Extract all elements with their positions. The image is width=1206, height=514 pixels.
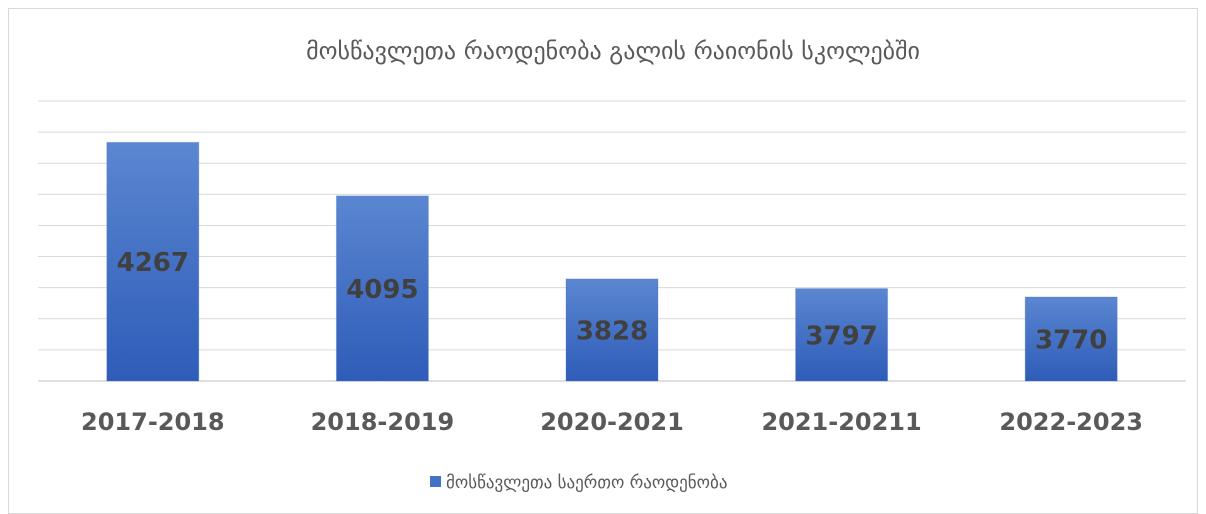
x-tick-label: 2017-2018 bbox=[81, 408, 225, 436]
x-tick-label: 2022-2023 bbox=[999, 408, 1143, 436]
bar bbox=[335, 195, 429, 382]
x-tick-label: 2021-20211 bbox=[761, 408, 921, 436]
data-label: 3770 bbox=[1035, 326, 1107, 356]
chart-title: მოსწავლეთა რაოდენობა გალის რაიონის სკოლე… bbox=[306, 37, 920, 65]
x-tick-label: 2020-2021 bbox=[540, 408, 684, 436]
bar bbox=[565, 278, 659, 382]
bar bbox=[106, 141, 200, 382]
bar bbox=[795, 288, 889, 382]
legend-label: მოსწავლეთა საერთო რაოდენობა bbox=[446, 473, 727, 493]
data-label: 3797 bbox=[805, 321, 877, 351]
chart-frame bbox=[8, 8, 1198, 514]
data-label: 3828 bbox=[576, 316, 648, 346]
bar bbox=[1024, 296, 1118, 382]
legend-swatch bbox=[430, 476, 441, 487]
data-label: 4267 bbox=[117, 248, 189, 278]
x-tick-label: 2018-2019 bbox=[311, 408, 455, 436]
data-label: 4095 bbox=[346, 275, 418, 305]
